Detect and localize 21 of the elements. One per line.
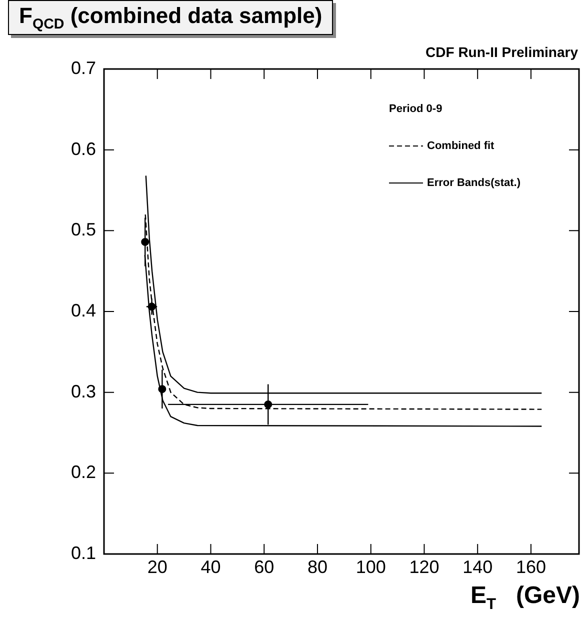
x-tick-label: 140: [462, 556, 493, 577]
x-tick-label: 40: [200, 556, 221, 577]
y-tick-label: 0.1: [70, 542, 96, 563]
y-tick-label: 0.2: [70, 462, 96, 482]
x-tick-label: 160: [516, 556, 546, 577]
y-tick-label: 0.6: [70, 138, 96, 159]
x-tick-label: 80: [307, 556, 328, 577]
x-tick-label: 60: [254, 556, 274, 577]
x-tick-label: 20: [147, 556, 168, 577]
chart-subtitle: CDF Run-II Preliminary: [426, 44, 578, 60]
x-tick-label: 120: [409, 556, 440, 577]
text: E$_{T}$ (GeV): [470, 582, 580, 613]
y-tick-label: 0.3: [70, 381, 96, 402]
legend-label: Error Bands(stat.): [427, 177, 521, 190]
y-tick-label: 0.7: [70, 58, 96, 78]
chart-title: F$_{QCD}$ (combined data sample): [8, 0, 334, 36]
legend-title: Period 0-9: [389, 103, 442, 116]
x-tick-label: 100: [356, 556, 386, 577]
y-tick-label: 0.4: [70, 300, 96, 320]
y-tick-label: 0.5: [70, 220, 96, 240]
legend-label: Combined fit: [427, 140, 495, 152]
